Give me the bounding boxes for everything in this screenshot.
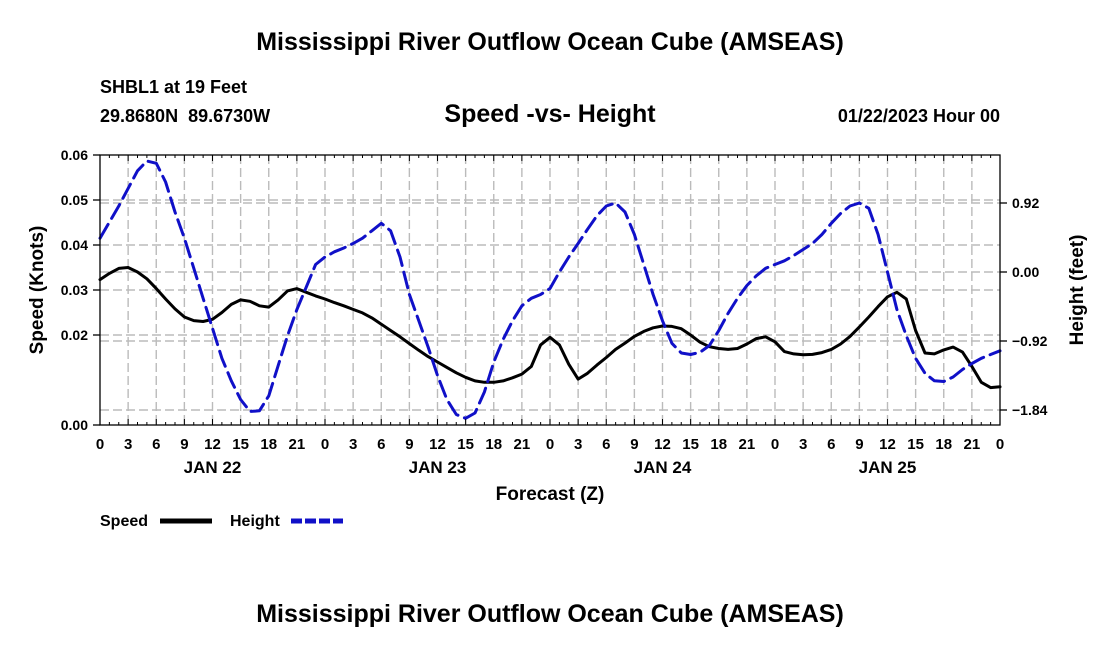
x-tick-label: 21 [739, 436, 756, 453]
main-title: Mississippi River Outflow Ocean Cube (AM… [256, 28, 844, 56]
y2-tick-label: −0.92 [1012, 333, 1048, 349]
y-tick-label: 0.02 [61, 327, 88, 343]
x-tick-label: 18 [260, 436, 277, 453]
x-tick-label: 6 [377, 436, 385, 453]
x-tick-label: 15 [907, 436, 924, 453]
x-tick-label: 9 [405, 436, 413, 453]
x-tick-label: 3 [799, 436, 807, 453]
legend-speed-label: Speed [100, 513, 148, 530]
series-lines [98, 159, 1002, 420]
x-tick-label: 6 [827, 436, 835, 453]
x-tick-label: 15 [682, 436, 699, 453]
y2-tick-label: 0.00 [1012, 264, 1039, 280]
day-label: JAN 25 [859, 458, 917, 477]
legend-height-label: Height [230, 513, 280, 530]
legend: Speed Height [100, 513, 343, 530]
x-axis-label: Forecast (Z) [496, 484, 605, 505]
x-tick-label: 21 [964, 436, 981, 453]
x-tick-label: 12 [654, 436, 671, 453]
x-tick-label: 18 [710, 436, 727, 453]
forecast-date: 01/22/2023 Hour 00 [837, 106, 1000, 126]
x-tick-label: 0 [96, 436, 104, 453]
day-label: JAN 22 [184, 458, 242, 477]
y2-tick-label: 0.92 [1012, 195, 1039, 211]
x-tick-label: 15 [457, 436, 474, 453]
speed-series-line [98, 266, 1002, 390]
x-tick-label: 6 [152, 436, 160, 453]
y-tick-label: 0.06 [61, 147, 88, 163]
x-tick-label: 9 [855, 436, 863, 453]
y-tick-label: 0.05 [61, 192, 88, 208]
x-tick-label: 21 [514, 436, 531, 453]
x-tick-label: 9 [630, 436, 638, 453]
chart-subtitle: Speed -vs- Height [444, 100, 656, 128]
coordinates-label: 29.8680N 89.6730W [100, 106, 271, 126]
y-tick-label: 0.03 [61, 282, 88, 298]
day-label: JAN 23 [409, 458, 467, 477]
x-tick-label: 0 [321, 436, 329, 453]
x-tick-label: 12 [429, 436, 446, 453]
day-label: JAN 24 [634, 458, 692, 477]
height-series-line [98, 159, 1002, 420]
x-tick-label: 0 [546, 436, 554, 453]
y-tick-label: 0.00 [61, 417, 88, 433]
x-tick-label: 21 [289, 436, 306, 453]
x-tick-label: 3 [124, 436, 132, 453]
x-tick-label: 0 [771, 436, 779, 453]
x-tick-label: 6 [602, 436, 610, 453]
axes: 0 3 6 9 12 15 18 21 0 3 6 9 12 15 18 21 0 3 6 9 12 15 18 21 0 3 6 9… [61, 147, 1048, 477]
speed-height-chart: 0 3 6 9 12 15 18 21 0 3 6 9 12 15 18 21 0 3 6 9 12 15 18 21 0 3 6 9… [27, 147, 1088, 530]
x-tick-label: 3 [349, 436, 357, 453]
x-tick-label: 15 [232, 436, 249, 453]
y2-axis-label: Height (feet) [1067, 235, 1088, 346]
station-label: SHBL1 at 19 Feet [100, 77, 248, 97]
x-tick-label: 12 [879, 436, 896, 453]
y2-tick-label: −1.84 [1012, 402, 1048, 418]
x-tick-label: 0 [996, 436, 1004, 453]
x-tick-label: 9 [180, 436, 188, 453]
grid-lines [100, 155, 1000, 425]
x-tick-label: 18 [485, 436, 502, 453]
x-tick-label: 3 [574, 436, 582, 453]
y-tick-label: 0.04 [61, 237, 88, 253]
x-tick-label: 18 [935, 436, 952, 453]
x-tick-label: 12 [204, 436, 221, 453]
footer-title: Mississippi River Outflow Ocean Cube (AM… [256, 600, 844, 628]
y-axis-label: Speed (Knots) [27, 226, 48, 355]
